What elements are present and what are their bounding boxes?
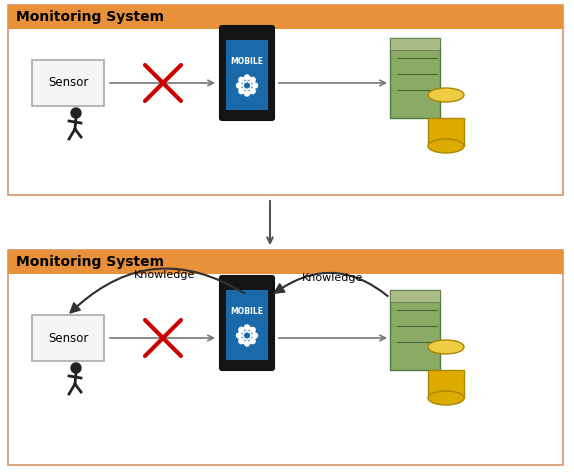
Circle shape [245, 91, 250, 96]
Circle shape [236, 83, 242, 88]
Circle shape [239, 77, 244, 82]
FancyBboxPatch shape [32, 60, 104, 106]
Ellipse shape [428, 391, 464, 405]
Text: Monitoring System: Monitoring System [16, 255, 164, 269]
FancyBboxPatch shape [226, 40, 268, 110]
FancyBboxPatch shape [226, 290, 268, 360]
Text: MOBILE: MOBILE [231, 57, 263, 66]
Text: Monitoring System: Monitoring System [16, 10, 164, 24]
FancyBboxPatch shape [220, 276, 274, 370]
Circle shape [250, 89, 255, 93]
FancyArrowPatch shape [274, 272, 388, 296]
FancyBboxPatch shape [8, 5, 563, 29]
Text: Knowledge: Knowledge [302, 273, 364, 283]
Circle shape [71, 363, 81, 373]
FancyArrowPatch shape [70, 268, 245, 313]
Ellipse shape [428, 88, 464, 102]
Circle shape [250, 77, 255, 82]
FancyBboxPatch shape [8, 5, 563, 195]
FancyBboxPatch shape [390, 38, 440, 118]
Text: Knowledge: Knowledge [134, 270, 196, 280]
FancyBboxPatch shape [428, 370, 464, 398]
Circle shape [250, 328, 255, 332]
Circle shape [245, 75, 250, 80]
Circle shape [245, 325, 250, 330]
Circle shape [71, 108, 81, 118]
FancyBboxPatch shape [390, 290, 440, 370]
FancyBboxPatch shape [8, 250, 563, 465]
Circle shape [253, 333, 258, 338]
Circle shape [236, 333, 242, 338]
Text: Sensor: Sensor [48, 76, 88, 90]
FancyBboxPatch shape [8, 250, 563, 274]
Text: Sensor: Sensor [48, 331, 88, 345]
Text: MOBILE: MOBILE [231, 306, 263, 315]
Circle shape [245, 341, 250, 346]
Ellipse shape [428, 340, 464, 354]
FancyBboxPatch shape [220, 26, 274, 120]
Ellipse shape [428, 139, 464, 153]
FancyBboxPatch shape [390, 290, 440, 302]
FancyBboxPatch shape [428, 118, 464, 146]
Circle shape [239, 328, 244, 332]
Circle shape [250, 338, 255, 344]
Circle shape [239, 338, 244, 344]
Circle shape [239, 89, 244, 93]
FancyBboxPatch shape [390, 38, 440, 50]
FancyBboxPatch shape [32, 315, 104, 361]
Circle shape [253, 83, 258, 88]
